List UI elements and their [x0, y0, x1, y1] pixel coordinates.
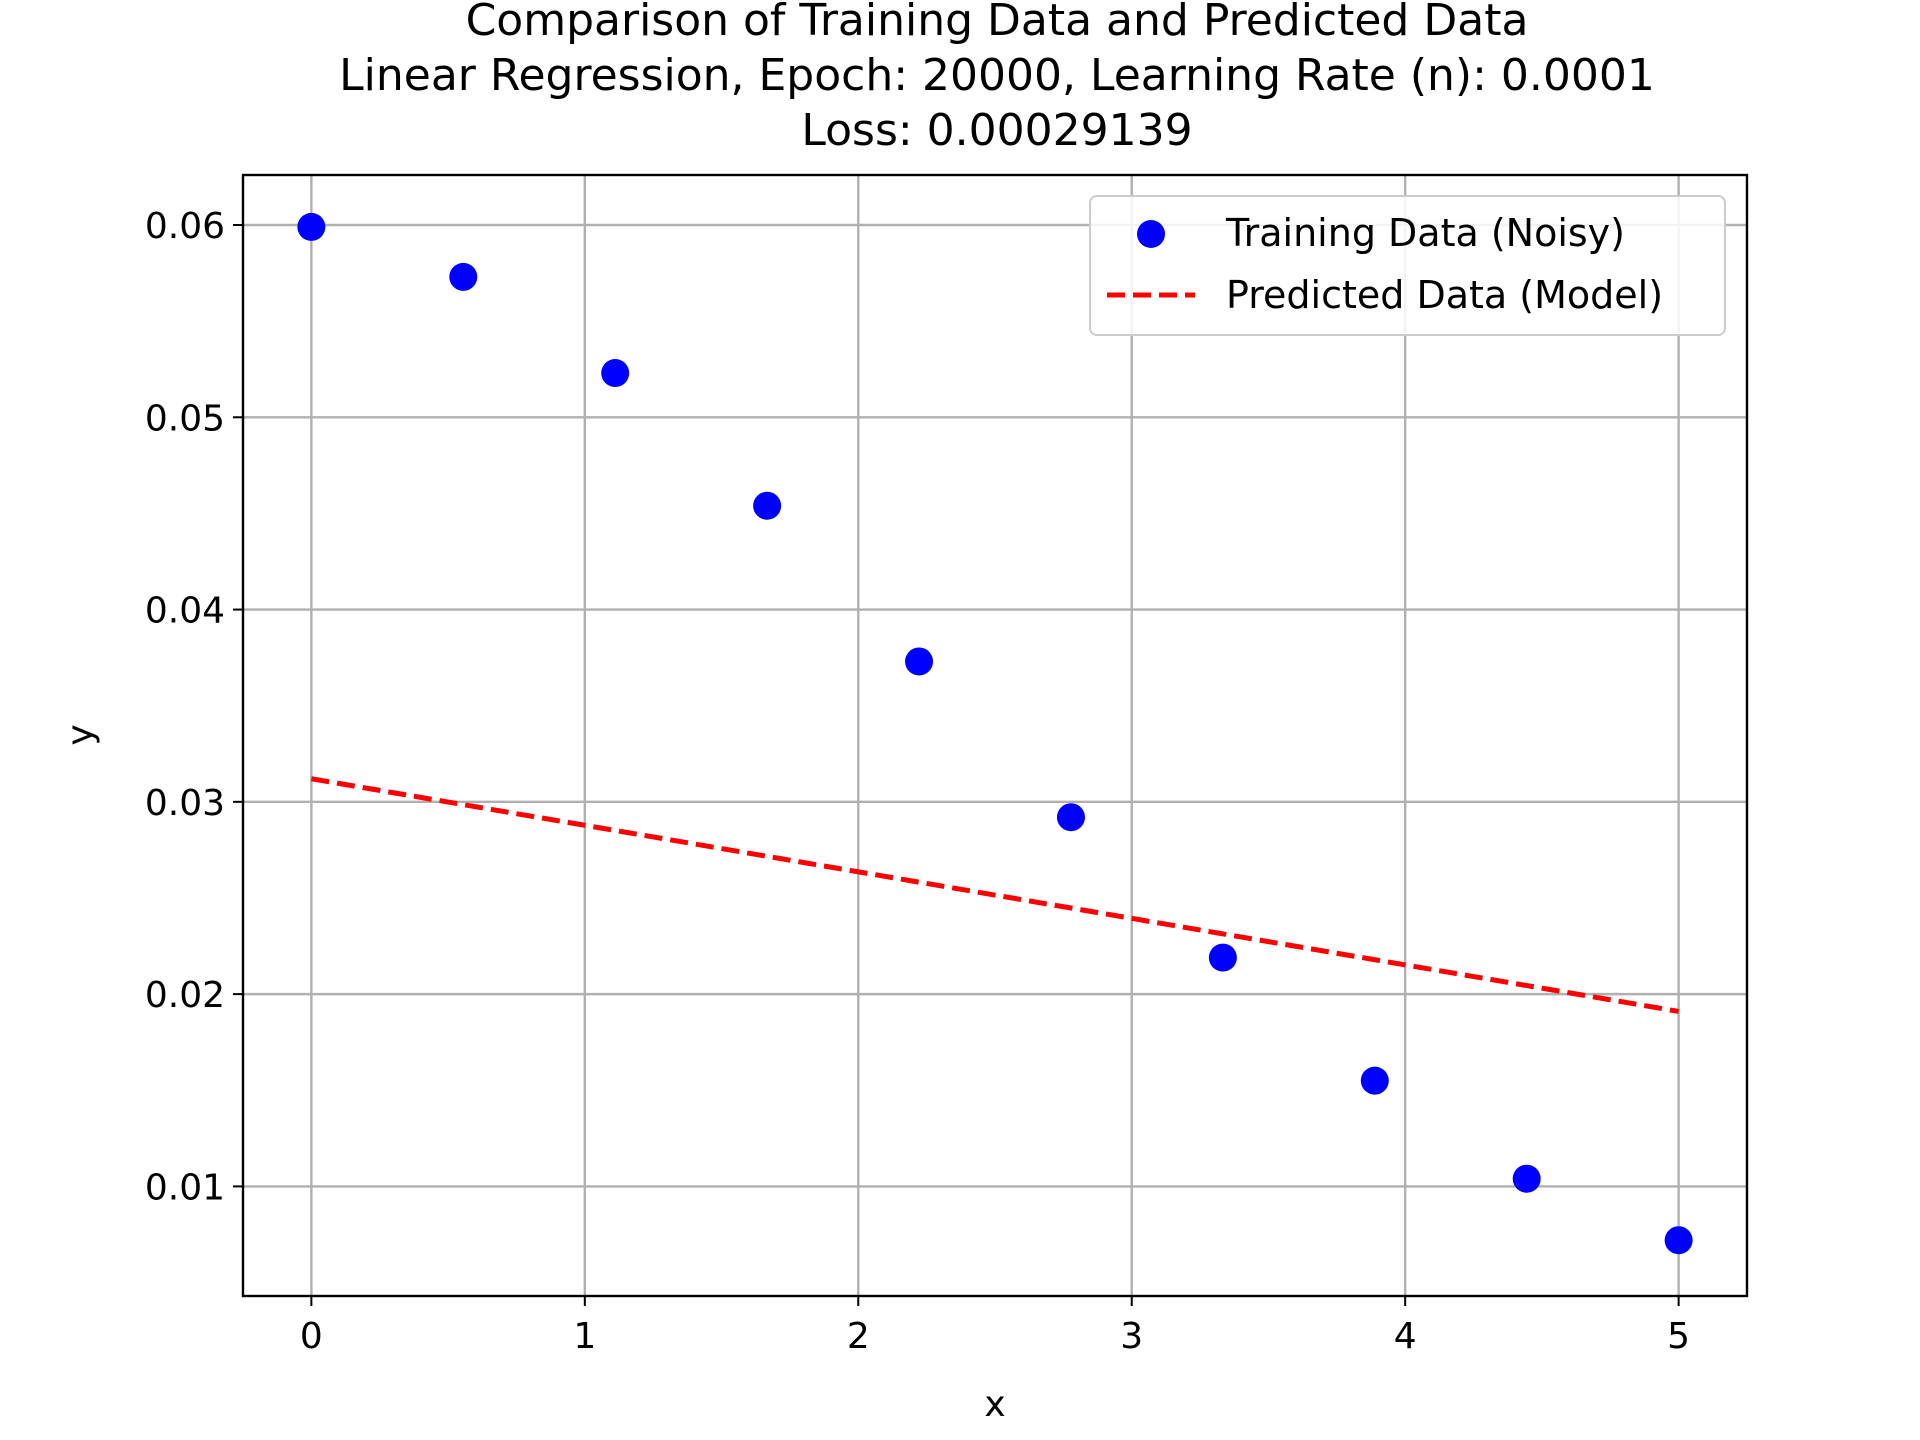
chart-title-line-2: Linear Regression, Epoch: 20000, Learnin… [339, 50, 1655, 101]
y-tick-label: 0.05 [145, 398, 225, 439]
x-tick-label: 1 [573, 1316, 596, 1357]
chart-title-line-3: Loss: 0.00029139 [801, 105, 1192, 156]
training-data-point [1512, 1164, 1541, 1193]
x-axis-ticks: 0 1 2 3 4 5 [300, 1296, 1690, 1357]
y-axis-label: y [60, 724, 101, 745]
legend-label-training-data: Training Data (Noisy) [1225, 211, 1625, 255]
x-tick-label: 4 [1394, 1316, 1417, 1357]
training-data-point [449, 262, 478, 291]
training-data-point [1208, 943, 1237, 972]
legend: Training Data (Noisy) Predicted Data (Mo… [1089, 195, 1726, 336]
plot-area [297, 212, 1693, 1255]
x-tick-label: 5 [1667, 1316, 1690, 1357]
y-tick-label: 0.04 [145, 591, 225, 632]
y-axis-ticks: 0.01 0.02 0.03 0.04 0.05 0.06 [145, 206, 243, 1208]
grid [243, 175, 1747, 1296]
y-tick-label: 0.06 [145, 206, 225, 247]
y-tick-label: 0.02 [145, 975, 225, 1016]
chart-title: Comparison of Training Data and Predicte… [339, 0, 1655, 156]
chart-title-line-1: Comparison of Training Data and Predicte… [466, 0, 1529, 46]
y-tick-label: 0.01 [145, 1167, 225, 1208]
x-tick-label: 0 [300, 1316, 323, 1357]
training-data-point [297, 212, 326, 241]
training-data-point [753, 491, 782, 520]
predicted-data-line [310, 776, 1680, 1014]
y-tick-label: 0.03 [145, 783, 225, 824]
axes-frame [241, 173, 1749, 1298]
x-tick-label: 2 [847, 1316, 870, 1357]
legend-marker-training-data [1137, 220, 1165, 248]
training-data-point [1360, 1066, 1389, 1095]
training-data-point [1056, 803, 1085, 832]
x-tick-label: 3 [1120, 1316, 1143, 1357]
training-data-point [601, 359, 630, 388]
training-data-point [1664, 1226, 1693, 1255]
x-axis-label: x [984, 1384, 1005, 1425]
legend-label-predicted-data: Predicted Data (Model) [1226, 273, 1663, 317]
legend-box [1089, 195, 1726, 336]
training-data-point [905, 647, 934, 676]
